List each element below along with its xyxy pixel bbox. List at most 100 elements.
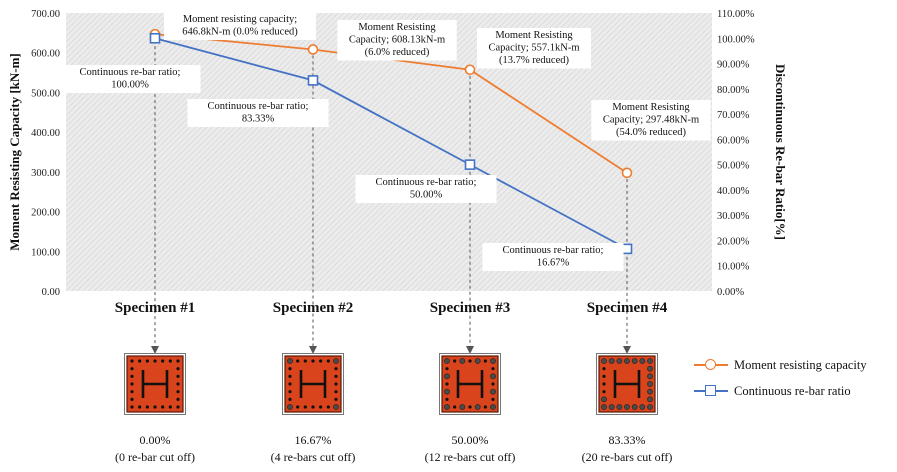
rebar-cut	[474, 358, 481, 364]
rebar	[161, 359, 165, 363]
cross-section: 83.33% (20 re-bars cut off)	[582, 353, 672, 464]
rebar	[334, 367, 338, 371]
annotation-box	[477, 28, 591, 69]
right-tick-label: 100.00%	[717, 34, 755, 45]
rebar-cut	[287, 404, 293, 410]
moment-annotation: Moment Resisting Capacity; 297.48kN-m(54.…	[591, 100, 711, 141]
rebar	[296, 405, 300, 409]
ratio-annotation: Continuous re-bar ratio; 100.00%	[59, 65, 201, 93]
rebar	[334, 374, 338, 378]
annotation-text: Capacity; 608.13kN-m	[349, 35, 445, 46]
annotation-group: Moment resisting capacity; 646.8kN-m (0.0…	[59, 12, 711, 271]
ratio-annotation: Continuous re-bar ratio; 83.33%	[187, 99, 329, 127]
section-note: (4 re-bars cut off)	[271, 450, 356, 464]
rebar	[176, 374, 180, 378]
annotation-box	[482, 243, 624, 271]
rebar	[445, 382, 449, 386]
rebar-cut	[601, 358, 607, 364]
rebar	[145, 405, 149, 409]
ratio-point	[464, 159, 476, 170]
rebar	[311, 405, 315, 409]
annotation-text: Moment resisting capacity;	[183, 14, 297, 25]
rebar	[334, 390, 338, 394]
category-labels: Specimen #1 Specimen #2 Specimen #3 Specime…	[115, 300, 668, 316]
rebar	[303, 359, 307, 363]
rebar-cut	[490, 404, 496, 410]
rebar	[176, 397, 180, 401]
rebar	[602, 382, 606, 386]
section-percent: 50.00%	[452, 433, 489, 447]
annotation-text: 100.00%	[111, 80, 149, 91]
rebar	[296, 359, 300, 363]
right-tick-label: 30.00%	[717, 211, 750, 222]
rebar	[138, 359, 142, 363]
rebar	[491, 367, 495, 371]
category-label: Specimen #3	[430, 300, 510, 316]
rebar-cut	[490, 388, 496, 395]
right-tick-label: 10.00%	[717, 262, 750, 273]
moment-annotation: Moment resisting capacity; 646.8kN-m (0.0…	[164, 12, 316, 40]
rebar	[176, 367, 180, 371]
section-percent: 16.67%	[295, 433, 332, 447]
rebar-cut	[601, 404, 607, 410]
left-tick-label: 100.00	[31, 247, 60, 258]
rebar-cut	[444, 404, 450, 410]
rebar	[453, 405, 457, 409]
rebar-cut	[647, 373, 653, 380]
rebar	[483, 359, 487, 363]
annotation-box	[59, 65, 201, 93]
rebar	[168, 405, 172, 409]
rebar	[161, 405, 165, 409]
rebar-cut	[459, 404, 466, 410]
ratio-point	[621, 243, 633, 255]
moment-annotation: Moment Resisting Capacity; 608.13kN-m(6.0…	[337, 20, 457, 61]
moment-point	[621, 167, 633, 179]
annotation-box	[164, 12, 316, 40]
rebar	[130, 390, 134, 394]
rebar-cut	[608, 358, 615, 364]
category-label: Specimen #2	[273, 300, 353, 316]
annotation-text: 16.67%	[537, 258, 570, 269]
annotation-text: Capacity; 297.48kN-m	[603, 115, 699, 126]
right-tick-label: 50.00%	[717, 161, 750, 172]
rebar-cut	[647, 396, 653, 403]
rebar-cut	[444, 358, 450, 364]
right-tick-label: 20.00%	[717, 236, 750, 247]
right-axis-ticks: 0.00% 10.00% 20.00% 30.00% 40.00% 50.00% 60.00…	[717, 9, 755, 298]
moment-point	[464, 64, 476, 76]
annotation-box	[187, 99, 329, 127]
rebar	[130, 359, 134, 363]
rebar	[145, 359, 149, 363]
rebar	[130, 367, 134, 371]
rebar-cut	[287, 358, 293, 364]
annotation-text: 50.00%	[410, 190, 443, 201]
rebar-cut	[459, 358, 466, 364]
annotation-text: 646.8kN-m (0.0% reduced)	[182, 27, 298, 38]
category-label: Specimen #1	[115, 300, 195, 316]
rebar	[176, 390, 180, 394]
annotation-box	[355, 175, 497, 203]
rebar	[491, 397, 495, 401]
rebar	[468, 359, 472, 363]
rebar	[326, 359, 330, 363]
rebar-cut	[639, 404, 646, 410]
rebar	[288, 397, 292, 401]
annotation-text: Continuous re-bar ratio;	[503, 245, 604, 256]
rebar-cut	[624, 404, 630, 410]
section-concrete	[441, 355, 499, 413]
right-tick-label: 80.00%	[717, 85, 750, 96]
left-tick-label: 300.00	[31, 168, 60, 179]
legend-symbol-ratio	[694, 384, 728, 398]
cross-section: 16.67% (4 re-bars cut off)	[271, 353, 356, 464]
legend-label-moment: Moment resisting capacity	[734, 357, 867, 372]
annotation-text: Moment Resisting	[612, 102, 690, 113]
ratio-point	[149, 32, 161, 44]
rebar	[602, 390, 606, 394]
section-note: (0 re-bar cut off)	[115, 450, 195, 464]
rebar	[168, 359, 172, 363]
moment-point	[307, 44, 319, 55]
right-tick-label: 90.00%	[717, 60, 750, 71]
y-axis-title-left: Moment Resisting Capacity [kN-m]	[7, 53, 22, 251]
rebar	[468, 405, 472, 409]
